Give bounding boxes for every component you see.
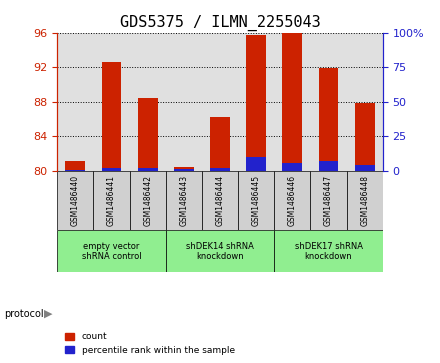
Bar [57, 230, 166, 272]
Title: GDS5375 / ILMN_2255043: GDS5375 / ILMN_2255043 [120, 15, 320, 31]
Text: GSM1486446: GSM1486446 [288, 175, 297, 226]
Bar [174, 167, 194, 171]
Bar [282, 33, 302, 171]
Bar [246, 35, 266, 171]
Bar [93, 171, 129, 230]
Text: GSM1486444: GSM1486444 [216, 175, 224, 226]
Bar [210, 168, 230, 171]
Text: GSM1486447: GSM1486447 [324, 175, 333, 226]
Bar [202, 171, 238, 230]
Bar [129, 171, 166, 230]
Text: GSM1486441: GSM1486441 [107, 175, 116, 226]
Text: GSM1486443: GSM1486443 [180, 175, 188, 226]
Legend: count, percentile rank within the sample: count, percentile rank within the sample [62, 329, 238, 359]
Bar [319, 68, 338, 171]
Text: GSM1486448: GSM1486448 [360, 175, 369, 226]
Bar [274, 230, 383, 272]
Text: shDEK17 shRNA
knockdown: shDEK17 shRNA knockdown [294, 241, 363, 261]
Bar [238, 171, 274, 230]
Bar [282, 163, 302, 171]
Text: shDEK14 shRNA
knockdown: shDEK14 shRNA knockdown [186, 241, 254, 261]
Bar [246, 157, 266, 171]
Bar [66, 160, 85, 171]
Bar [102, 168, 121, 171]
Bar [311, 171, 347, 230]
Bar [355, 166, 375, 171]
Bar [274, 171, 311, 230]
Bar [319, 161, 338, 171]
Bar [210, 117, 230, 171]
Bar [166, 230, 274, 272]
Bar [166, 171, 202, 230]
Bar [57, 171, 93, 230]
Bar [138, 98, 158, 171]
Bar [174, 169, 194, 171]
Text: GSM1486440: GSM1486440 [71, 175, 80, 226]
Bar [66, 170, 85, 171]
Text: GSM1486445: GSM1486445 [252, 175, 260, 226]
Bar [347, 171, 383, 230]
Text: protocol: protocol [4, 309, 44, 319]
Text: GSM1486442: GSM1486442 [143, 175, 152, 226]
Bar [355, 103, 375, 171]
Bar [102, 62, 121, 171]
Bar [138, 168, 158, 171]
Text: empty vector
shRNA control: empty vector shRNA control [82, 241, 141, 261]
Text: ▶: ▶ [44, 309, 52, 319]
